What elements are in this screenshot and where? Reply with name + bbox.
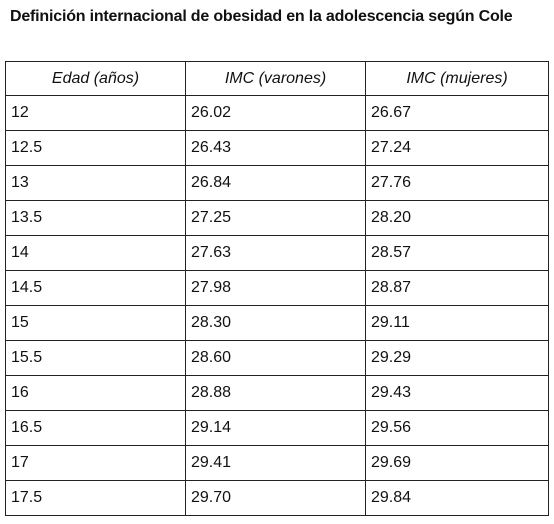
- table-cell: 13.5: [5, 200, 186, 236]
- table-cell: 28.57: [365, 235, 549, 271]
- table-cell: 26.43: [185, 130, 366, 166]
- table-row: 16.5 29.14 29.56: [5, 410, 549, 446]
- table-cell: 17.5: [5, 480, 186, 516]
- table-row: 17.5 29.70 29.84: [5, 480, 549, 516]
- table-cell: 28.30: [185, 305, 366, 341]
- table-row: 13.5 27.25 28.20: [5, 200, 549, 236]
- header-cell: IMC (varones): [185, 61, 366, 96]
- table-row: 16 28.88 29.43: [5, 375, 549, 411]
- table-row: 17 29.41 29.69: [5, 445, 549, 481]
- table-cell: 16: [5, 375, 186, 411]
- table-cell: 27.76: [365, 165, 549, 201]
- table-row: 14.5 27.98 28.87: [5, 270, 549, 306]
- table-cell: 29.43: [365, 375, 549, 411]
- header-row: Edad (años) IMC (varones) IMC (mujeres): [5, 61, 549, 96]
- table-cell: 16.5: [5, 410, 186, 446]
- header-cell: Edad (años): [5, 61, 186, 96]
- table-cell: 26.67: [365, 95, 549, 131]
- table-cell: 26.84: [185, 165, 366, 201]
- table-cell: 12.5: [5, 130, 186, 166]
- table-header: Edad (años) IMC (varones) IMC (mujeres): [5, 61, 549, 96]
- table-cell: 14: [5, 235, 186, 271]
- table-row: 14 27.63 28.57: [5, 235, 549, 271]
- table-cell: 28.60: [185, 340, 366, 376]
- table-cell: 13: [5, 165, 186, 201]
- table-cell: 29.29: [365, 340, 549, 376]
- table-cell: 15.5: [5, 340, 186, 376]
- table-row: 13 26.84 27.76: [5, 165, 549, 201]
- table-cell: 28.88: [185, 375, 366, 411]
- table-cell: 27.63: [185, 235, 366, 271]
- table-row: 15.5 28.60 29.29: [5, 340, 549, 376]
- table-cell: 29.56: [365, 410, 549, 446]
- table-cell: 27.98: [185, 270, 366, 306]
- header-cell: IMC (mujeres): [365, 61, 549, 96]
- table-row: 15 28.30 29.11: [5, 305, 549, 341]
- table-cell: 29.70: [185, 480, 366, 516]
- table-cell: 28.87: [365, 270, 549, 306]
- table-cell: 29.41: [185, 445, 366, 481]
- table-cell: 28.20: [365, 200, 549, 236]
- table-cell: 29.69: [365, 445, 549, 481]
- table-cell: 14.5: [5, 270, 186, 306]
- table-cell: 12: [5, 95, 186, 131]
- table-cell: 27.25: [185, 200, 366, 236]
- table-cell: 15: [5, 305, 186, 341]
- table-cell: 29.14: [185, 410, 366, 446]
- table-body: 12 26.02 26.67 12.5 26.43 27.24 13 26.84 27.76 13…: [5, 95, 549, 516]
- table-cell: 29.11: [365, 305, 549, 341]
- table-cell: 27.24: [365, 130, 549, 166]
- table-row: 12 26.02 26.67: [5, 95, 549, 131]
- title: Definición internacional de obesidad en …: [10, 8, 513, 25]
- table-cell: 29.84: [365, 480, 549, 516]
- data-table: Edad (años) IMC (varones) IMC (mujeres) 12…: [5, 61, 549, 516]
- table-cell: 17: [5, 445, 186, 481]
- table-row: 12.5 26.43 27.24: [5, 130, 549, 166]
- table-cell: 26.02: [185, 95, 366, 131]
